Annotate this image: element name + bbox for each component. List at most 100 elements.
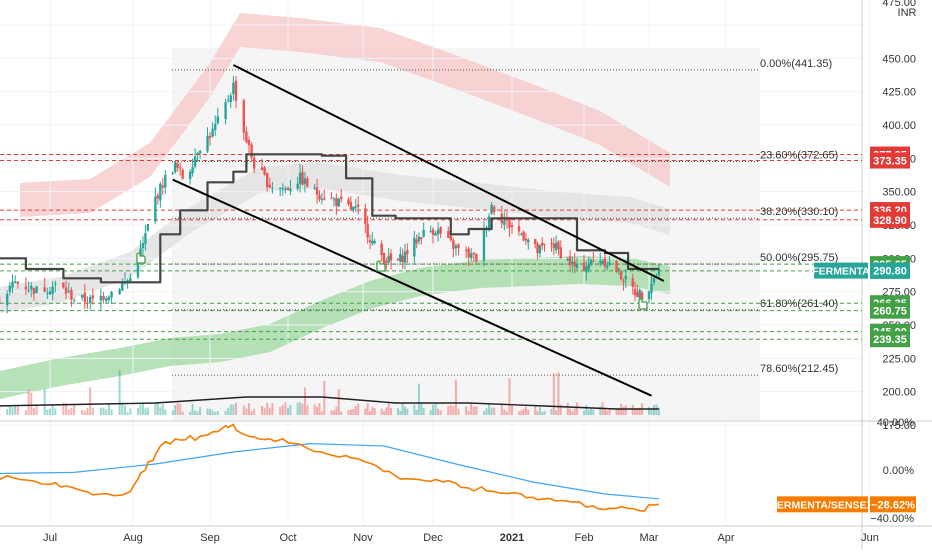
candle-body: [27, 290, 29, 291]
candle-body: [217, 116, 219, 123]
time-tick-label: 2021: [500, 532, 524, 544]
volume-bar: [235, 403, 237, 415]
support-level-label: 260.75: [873, 306, 907, 318]
volume-bar: [364, 409, 366, 415]
candle-body: [89, 297, 91, 303]
candle-body: [634, 289, 636, 295]
volume-bar: [588, 410, 590, 415]
resistance-level-label: 328.90: [873, 215, 907, 227]
fib-level-label: 61.80%(261.40): [760, 298, 838, 310]
candle-body: [299, 173, 301, 184]
candle-body: [333, 199, 335, 200]
candle-body: [383, 253, 385, 264]
candle-body: [432, 229, 434, 234]
candle-body: [355, 206, 357, 207]
volume-bar: [25, 410, 27, 415]
volume-bar: [92, 408, 94, 415]
volume-bar: [253, 409, 255, 415]
candle-body: [68, 291, 70, 292]
time-tick-label: Sep: [200, 532, 220, 544]
volume-bar: [199, 407, 201, 415]
candle-body: [465, 250, 467, 251]
candle-body: [263, 168, 265, 175]
time-tick-label: Oct: [279, 532, 296, 544]
volume-bar: [266, 403, 268, 415]
candle-body: [385, 261, 387, 263]
candle-body: [371, 241, 373, 244]
candle-body: [245, 131, 247, 142]
candle-body: [366, 224, 368, 237]
candle-body: [142, 243, 144, 248]
volume-bar: [423, 408, 425, 415]
candle-body: [350, 202, 352, 209]
volume-bar: [287, 408, 289, 415]
candle-body: [364, 208, 366, 224]
candle-body: [282, 188, 284, 189]
comparison-pane: [0, 424, 659, 511]
price-tick-label: 425.00: [882, 87, 916, 99]
volume-bar: [604, 408, 606, 415]
candle-body: [585, 267, 587, 273]
candle-body: [209, 136, 211, 138]
volume-bar: [585, 405, 587, 415]
volume-bar: [539, 407, 541, 415]
candle-body: [380, 244, 382, 255]
volume-bar: [159, 407, 161, 415]
volume-bar: [207, 408, 209, 415]
volume-bar: [435, 402, 437, 415]
candle-body: [539, 245, 541, 253]
candle-body: [576, 264, 578, 268]
volume-bar: [164, 409, 166, 415]
candle-body: [401, 256, 403, 262]
candle-body: [608, 262, 610, 265]
volume-bar: [402, 403, 404, 415]
candle-body: [399, 254, 401, 262]
candle-body: [196, 153, 198, 154]
candle-body: [323, 198, 325, 199]
candle-body: [587, 265, 589, 270]
candle-body: [266, 173, 268, 187]
volume-bar: [127, 412, 129, 415]
candle-body: [253, 158, 255, 169]
volume-bar: [318, 403, 320, 415]
candle-body: [232, 83, 234, 94]
candle-body: [46, 293, 48, 294]
volume-bar: [653, 405, 655, 415]
fib-level-label: 38.20%(330.10): [760, 206, 838, 218]
volume-bar: [385, 407, 387, 415]
volume-bar: [230, 404, 232, 415]
volume-bar: [648, 407, 650, 415]
volume-bar: [54, 408, 56, 415]
candle-body: [357, 205, 359, 207]
volume-bar: [108, 405, 110, 415]
candle-body: [261, 167, 263, 170]
candle-body: [30, 286, 32, 290]
volume-bar: [174, 405, 176, 415]
volume-bar: [369, 411, 371, 415]
volume-bar: [103, 407, 105, 415]
candle-body: [553, 244, 555, 248]
time-tick-label: Jul: [43, 532, 57, 544]
comparison-value-label: −28.62%: [871, 499, 915, 511]
volume-bar: [157, 403, 159, 415]
comparison-tick-label: 0.00%: [883, 465, 914, 477]
volume-bar: [468, 411, 470, 415]
volume-bar: [537, 411, 539, 415]
candle-body: [304, 178, 306, 183]
candle-body: [284, 189, 286, 190]
candle-body: [347, 199, 349, 204]
candle-body: [296, 184, 298, 189]
volume-bar: [473, 407, 475, 415]
volume-bar: [569, 409, 571, 415]
volume-bar: [212, 411, 214, 415]
volume-bar: [655, 405, 657, 415]
candle-body: [373, 241, 375, 243]
candle-body: [470, 253, 472, 258]
comparison-tick-label: 40.00%: [877, 417, 915, 429]
volume-bar: [475, 406, 477, 415]
volume-bar: [420, 403, 422, 415]
volume-bar: [119, 370, 121, 415]
